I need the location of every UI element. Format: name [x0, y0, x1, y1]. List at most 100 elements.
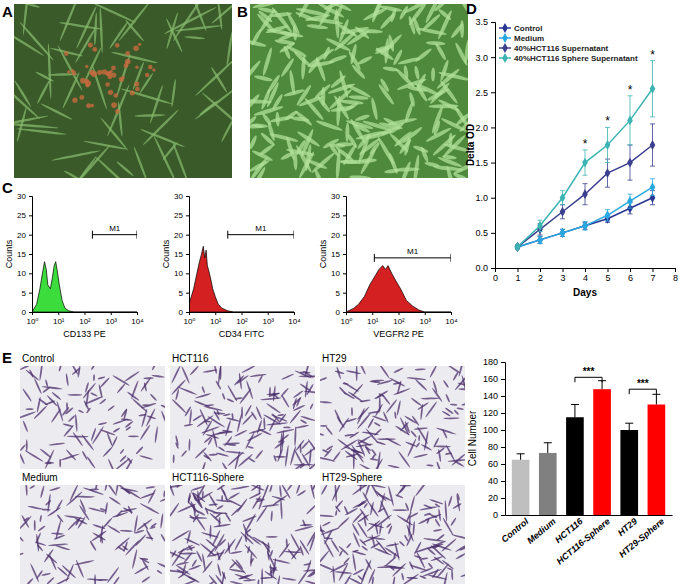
- tick-label: 0: [179, 308, 184, 317]
- cell: [14, 83, 41, 120]
- tick-label: 5: [179, 289, 184, 298]
- cell: [435, 67, 460, 90]
- tick-mark: [343, 293, 346, 294]
- cell: [79, 499, 86, 513]
- cell: [112, 375, 130, 387]
- tick-label: 10: [17, 269, 26, 278]
- cell: [246, 380, 254, 400]
- cell: [72, 71, 77, 76]
- marker: [515, 242, 521, 252]
- cell: [386, 543, 400, 547]
- tick: 3.0: [475, 53, 495, 63]
- axis-line: [501, 363, 506, 516]
- cell: [226, 31, 232, 66]
- cell: [151, 374, 164, 378]
- cell: [453, 172, 468, 178]
- cell: [204, 508, 218, 515]
- tick: 5: [336, 289, 346, 298]
- tick-label: 25: [17, 211, 26, 220]
- cell: [26, 439, 28, 451]
- cell: [196, 414, 214, 427]
- image: [20, 485, 165, 584]
- cell: [410, 430, 417, 438]
- cell: [391, 562, 406, 577]
- tick-mark: [585, 268, 586, 272]
- cell: [280, 388, 289, 398]
- cell: [362, 431, 379, 435]
- tick: 10⁰: [340, 312, 352, 326]
- cell: [84, 79, 89, 84]
- histogram-area: [32, 262, 137, 312]
- cell: [88, 42, 93, 47]
- axis-line: [496, 269, 676, 273]
- cell: [209, 525, 211, 539]
- cell: [303, 563, 311, 566]
- cell: [320, 377, 327, 382]
- x-axis-title: VEGFR2 PE: [373, 329, 424, 339]
- cell: [392, 576, 396, 584]
- tick: 2: [538, 268, 543, 283]
- cell: [229, 581, 244, 584]
- histogram-chart: M110⁰10¹10²10³10⁴051015202530CD133 PECou…: [4, 192, 144, 339]
- cell: [222, 393, 226, 400]
- cell: [250, 99, 272, 104]
- tick-mark: [501, 396, 505, 397]
- tick: 10²: [236, 312, 248, 326]
- cell: [279, 485, 282, 498]
- cell: [89, 540, 97, 551]
- tick-mark: [501, 413, 505, 414]
- tick-mark: [451, 312, 452, 315]
- cell: [406, 577, 418, 580]
- marker: [605, 168, 611, 178]
- tick-mark: [501, 481, 505, 482]
- cell: [279, 41, 296, 54]
- cell: [294, 525, 313, 532]
- cell: [201, 386, 205, 394]
- cell: [455, 542, 465, 553]
- cell: [184, 406, 191, 417]
- cell: [20, 453, 25, 465]
- cell: [447, 366, 461, 374]
- tick-label: 2.5: [475, 88, 488, 98]
- cell: [364, 485, 372, 497]
- cell: [444, 500, 447, 522]
- tick: 160: [483, 374, 505, 384]
- tick-mark: [186, 312, 189, 313]
- image: [170, 485, 315, 584]
- plot-area: [32, 231, 137, 312]
- cell: [394, 411, 397, 419]
- tick-label: HCT116-Sphere: [555, 516, 612, 566]
- cell: [300, 415, 315, 421]
- cell: [176, 485, 181, 489]
- cell: [227, 451, 244, 467]
- tick: 3.5: [475, 17, 495, 27]
- cell: [50, 408, 61, 423]
- cell: [300, 128, 315, 157]
- cell: [147, 489, 156, 505]
- tick-label: 10¹: [367, 317, 379, 326]
- tick-label: 8: [673, 273, 678, 283]
- cell: [255, 406, 262, 420]
- cell: [194, 86, 232, 121]
- panel-label: C: [2, 179, 13, 196]
- cell: [204, 420, 211, 422]
- significance-label: ***: [637, 378, 649, 389]
- tick: 25: [17, 211, 32, 220]
- cell: [338, 417, 350, 432]
- cell: [35, 532, 42, 544]
- cell: [34, 520, 36, 531]
- cell: [377, 83, 395, 106]
- cell: [252, 4, 282, 9]
- cell: [288, 70, 296, 95]
- cell: [376, 493, 393, 503]
- image: [320, 485, 465, 584]
- cell: [320, 425, 327, 427]
- cell: [229, 561, 237, 569]
- tick-mark: [186, 235, 189, 236]
- axis-line: [190, 313, 295, 316]
- cell: [352, 553, 357, 572]
- cell: [247, 446, 254, 449]
- cell: [203, 436, 211, 443]
- cell: [286, 538, 288, 547]
- cell: [297, 490, 306, 497]
